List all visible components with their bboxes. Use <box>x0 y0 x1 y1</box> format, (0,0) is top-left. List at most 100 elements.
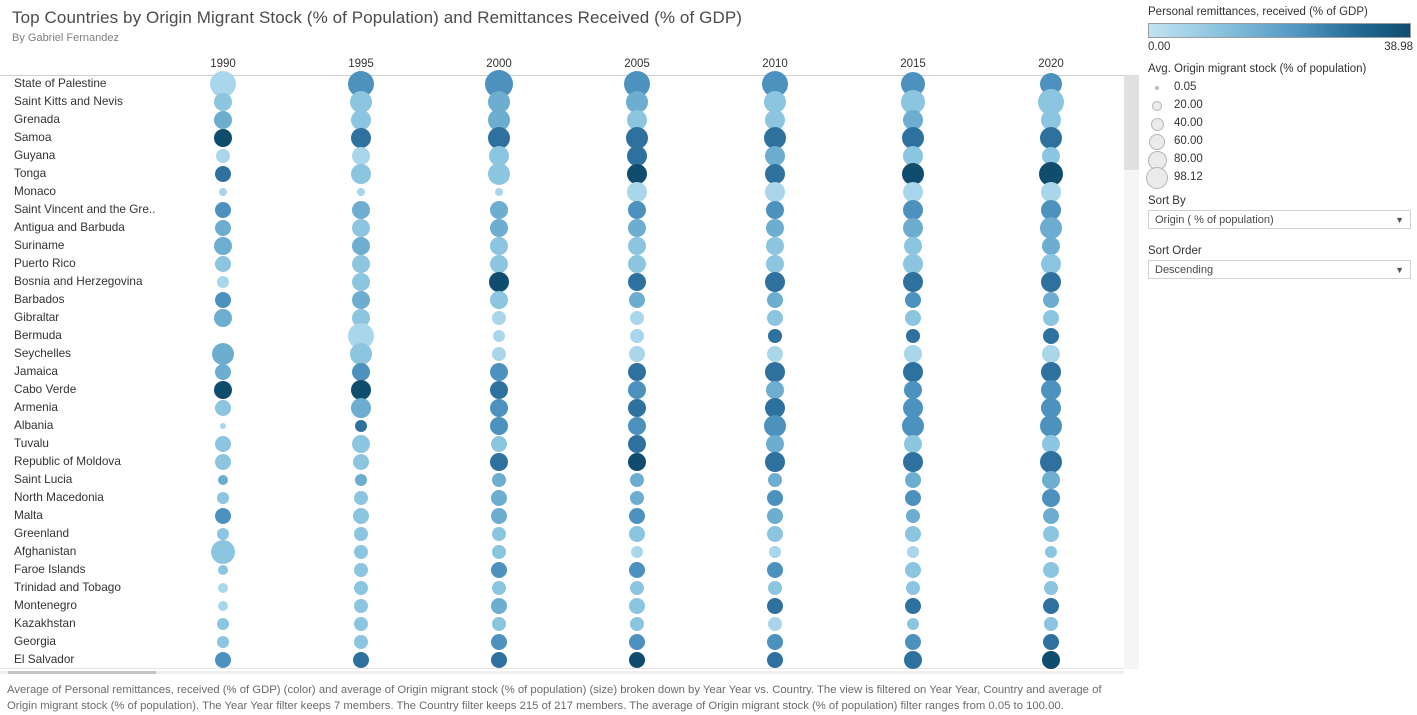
bubble-guyana-2000[interactable] <box>489 146 509 166</box>
year-header-2015[interactable]: 2015 <box>900 58 926 70</box>
bubble-malta-2005[interactable] <box>629 508 645 524</box>
sort-by-dropdown[interactable]: Origin ( % of population) ▼ <box>1148 210 1411 229</box>
country-label-bermuda[interactable]: Bermuda <box>14 328 62 342</box>
bubble-faroe-islands-2005[interactable] <box>629 562 645 578</box>
bubble-republic-of-moldova-2015[interactable] <box>903 452 923 472</box>
bubble-greenland-2015[interactable] <box>905 526 921 542</box>
bubble-saint-kitts-and-nevis-2005[interactable] <box>626 91 648 113</box>
bubble-armenia-1990[interactable] <box>215 400 231 416</box>
bubble-puerto-rico-2000[interactable] <box>490 255 508 273</box>
bubble-armenia-2005[interactable] <box>628 399 646 417</box>
bubble-samoa-2010[interactable] <box>764 127 786 149</box>
bubble-grenada-2000[interactable] <box>488 109 510 131</box>
bubble-georgia-2005[interactable] <box>629 634 645 650</box>
bubble-monaco-1995[interactable] <box>357 188 365 196</box>
bubble-jamaica-1990[interactable] <box>215 364 231 380</box>
bubble-republic-of-moldova-1990[interactable] <box>215 454 231 470</box>
bubble-albania-1990[interactable] <box>220 423 226 429</box>
bubble-albania-2005[interactable] <box>628 417 646 435</box>
country-label-puerto-rico[interactable]: Puerto Rico <box>14 256 76 270</box>
bubble-saint-kitts-and-nevis-1990[interactable] <box>214 93 232 111</box>
bubble-bosnia-and-herzegovina-1995[interactable] <box>352 273 370 291</box>
country-label-samoa[interactable]: Samoa <box>14 130 52 144</box>
bubble-saint-lucia-2015[interactable] <box>905 472 921 488</box>
country-label-albania[interactable]: Albania <box>14 418 54 432</box>
bubble-trinidad-and-tobago-2020[interactable] <box>1044 581 1058 595</box>
bubble-grenada-2015[interactable] <box>903 110 923 130</box>
country-label-el-salvador[interactable]: El Salvador <box>14 652 75 666</box>
bubble-armenia-2020[interactable] <box>1041 398 1061 418</box>
bubble-bosnia-and-herzegovina-2010[interactable] <box>765 272 785 292</box>
bubble-saint-vincent-and-the-gre-2020[interactable] <box>1041 200 1061 220</box>
bubble-trinidad-and-tobago-2005[interactable] <box>630 581 644 595</box>
bubble-cabo-verde-2010[interactable] <box>766 381 784 399</box>
bubble-bosnia-and-herzegovina-2005[interactable] <box>628 273 646 291</box>
bubble-tuvalu-2010[interactable] <box>766 435 784 453</box>
bubble-seychelles-2010[interactable] <box>767 346 783 362</box>
bubble-bermuda-2020[interactable] <box>1043 328 1059 344</box>
bubble-greenland-2000[interactable] <box>492 527 506 541</box>
bubble-cabo-verde-2020[interactable] <box>1041 380 1061 400</box>
bubble-tonga-1990[interactable] <box>215 166 231 182</box>
bubble-samoa-1995[interactable] <box>351 128 371 148</box>
bubble-guyana-2015[interactable] <box>903 146 923 166</box>
bubble-samoa-2000[interactable] <box>488 127 510 149</box>
bubble-saint-kitts-and-nevis-2010[interactable] <box>764 91 786 113</box>
country-label-jamaica[interactable]: Jamaica <box>14 364 58 378</box>
bubble-afghanistan-1995[interactable] <box>354 545 368 559</box>
bubble-seychelles-2005[interactable] <box>629 346 645 362</box>
bubble-grenada-2010[interactable] <box>765 110 785 130</box>
bubble-north-macedonia-2005[interactable] <box>630 491 644 505</box>
bubble-malta-2000[interactable] <box>491 508 507 524</box>
bubble-tuvalu-2015[interactable] <box>904 435 922 453</box>
bubble-seychelles-2015[interactable] <box>904 345 922 363</box>
bubble-monaco-2015[interactable] <box>903 182 923 202</box>
bubble-republic-of-moldova-2000[interactable] <box>490 453 508 471</box>
bubble-cabo-verde-2000[interactable] <box>490 381 508 399</box>
bubble-faroe-islands-1995[interactable] <box>354 563 368 577</box>
bubble-greenland-1990[interactable] <box>217 528 229 540</box>
bubble-montenegro-1990[interactable] <box>218 601 228 611</box>
year-header-2010[interactable]: 2010 <box>762 58 788 70</box>
bubble-tonga-2000[interactable] <box>488 163 510 185</box>
bubble-barbados-2010[interactable] <box>767 292 783 308</box>
bubble-trinidad-and-tobago-1995[interactable] <box>354 581 368 595</box>
bubble-bosnia-and-herzegovina-1990[interactable] <box>217 276 229 288</box>
bubble-kazakhstan-2000[interactable] <box>492 617 506 631</box>
bubble-puerto-rico-2010[interactable] <box>766 255 784 273</box>
bubble-jamaica-2005[interactable] <box>628 363 646 381</box>
bubble-suriname-2010[interactable] <box>766 237 784 255</box>
bubble-montenegro-2005[interactable] <box>629 598 645 614</box>
bubble-afghanistan-1990[interactable] <box>211 540 235 564</box>
country-label-saint-kitts-and-nevis[interactable]: Saint Kitts and Nevis <box>14 94 123 108</box>
bubble-saint-lucia-2010[interactable] <box>768 473 782 487</box>
bubble-malta-1990[interactable] <box>215 508 231 524</box>
bubble-monaco-1990[interactable] <box>219 188 227 196</box>
bubble-bosnia-and-herzegovina-2015[interactable] <box>903 272 923 292</box>
bubble-saint-vincent-and-the-gre-1995[interactable] <box>352 201 370 219</box>
year-header-2020[interactable]: 2020 <box>1038 58 1064 70</box>
country-label-bosnia-and-herzegovina[interactable]: Bosnia and Herzegovina <box>14 274 143 288</box>
bubble-gibraltar-1990[interactable] <box>214 309 232 327</box>
bubble-malta-2020[interactable] <box>1043 508 1059 524</box>
country-label-gibraltar[interactable]: Gibraltar <box>14 310 60 324</box>
bubble-gibraltar-2015[interactable] <box>905 310 921 326</box>
country-label-afghanistan[interactable]: Afghanistan <box>14 544 77 558</box>
bubble-puerto-rico-1990[interactable] <box>215 256 231 272</box>
bubble-malta-1995[interactable] <box>353 508 369 524</box>
bubble-afghanistan-2010[interactable] <box>769 546 781 558</box>
bubble-kazakhstan-2015[interactable] <box>907 618 919 630</box>
bubble-saint-lucia-2020[interactable] <box>1042 471 1060 489</box>
bubble-saint-lucia-2000[interactable] <box>492 473 506 487</box>
bubble-antigua-and-barbuda-2005[interactable] <box>628 219 646 237</box>
bubble-el-salvador-2000[interactable] <box>491 652 507 668</box>
year-header-2000[interactable]: 2000 <box>486 58 512 70</box>
bubble-georgia-2010[interactable] <box>767 634 783 650</box>
bubble-puerto-rico-1995[interactable] <box>352 255 370 273</box>
bubble-guyana-1995[interactable] <box>352 147 370 165</box>
bubble-faroe-islands-1990[interactable] <box>218 565 228 575</box>
bubble-kazakhstan-1995[interactable] <box>354 617 368 631</box>
bubble-samoa-2005[interactable] <box>626 127 648 149</box>
bubble-saint-vincent-and-the-gre-2010[interactable] <box>766 201 784 219</box>
bubble-greenland-2005[interactable] <box>629 526 645 542</box>
